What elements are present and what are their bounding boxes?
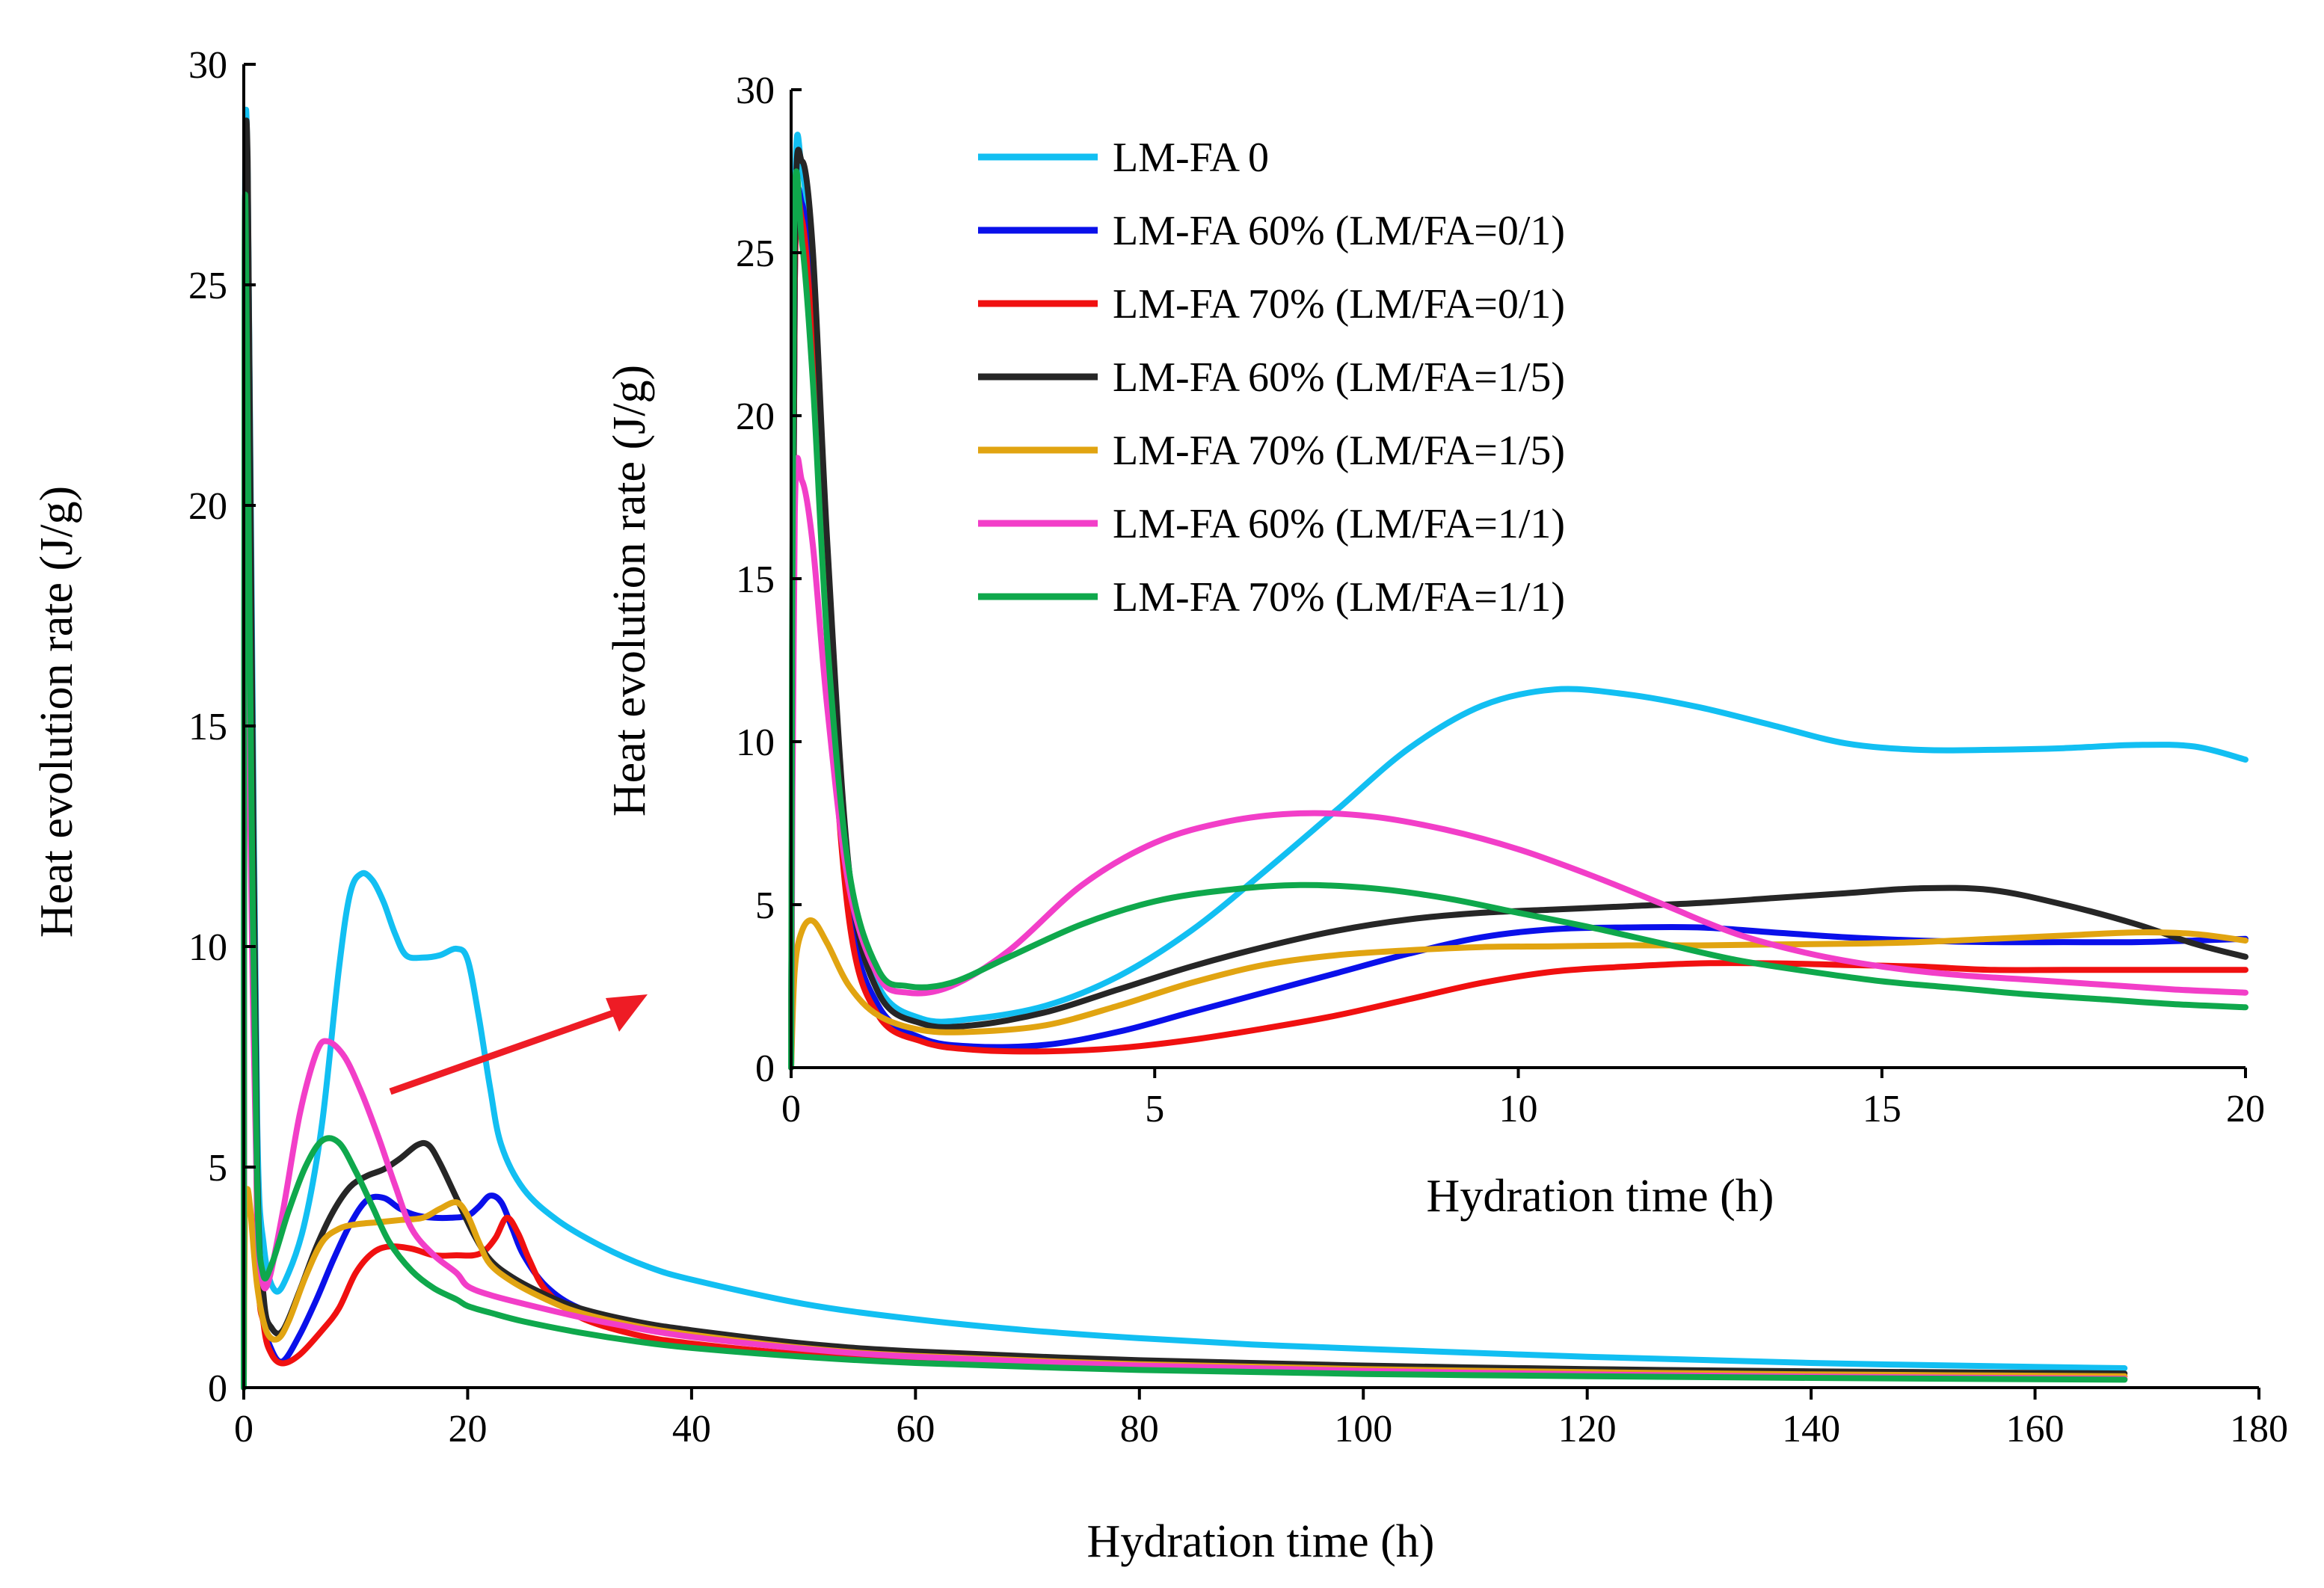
x-tick-label: 40 — [672, 1408, 711, 1450]
y-tick-label: 25 — [736, 233, 775, 275]
inset-series-line-6 — [788, 168, 2248, 1071]
y-tick-label: 5 — [208, 1147, 227, 1190]
main-y-ticks: 0 5 10 15 20 25 30 — [188, 44, 256, 1410]
inset-background — [791, 90, 2249, 1069]
x-tick-label: 5 — [1145, 1088, 1164, 1130]
x-tick-label: 0 — [781, 1088, 801, 1130]
y-tick-label: 20 — [188, 485, 227, 528]
y-tick-label: 20 — [736, 396, 775, 438]
inset-x-axis-title: Hydration time (h) — [1427, 1171, 1774, 1222]
legend-label-1: LM-FA 60% (LM/FA=0/1) — [1113, 208, 1565, 254]
y-tick-label: 0 — [755, 1047, 775, 1090]
inset-y-ticks: 0 5 10 15 20 25 30 — [736, 70, 802, 1090]
x-tick-label: 0 — [234, 1408, 253, 1450]
inset-x-ticks: 0 5 10 15 20 — [781, 1068, 2265, 1130]
inset-y-axis-title: Heat evolution rate (J/g) — [604, 365, 655, 816]
y-tick-label: 30 — [188, 44, 227, 87]
zoom-arrow — [389, 994, 648, 1095]
y-tick-label: 30 — [736, 70, 775, 112]
x-tick-label: 10 — [1499, 1088, 1538, 1130]
x-tick-label: 15 — [1863, 1088, 1902, 1130]
y-tick-label: 25 — [188, 265, 227, 307]
y-tick-label: 5 — [755, 884, 775, 927]
y-tick-label: 0 — [208, 1367, 227, 1410]
x-tick-label: 180 — [2230, 1408, 2288, 1450]
legend-label-2: LM-FA 70% (LM/FA=0/1) — [1113, 281, 1565, 327]
legend: LM-FA 0 LM-FA 60% (LM/FA=0/1) LM-FA 70% (L… — [978, 135, 1565, 621]
x-tick-label: 60 — [896, 1408, 935, 1450]
x-tick-label: 100 — [1334, 1408, 1392, 1450]
main-series-line-6 — [241, 191, 2128, 1391]
legend-label-4: LM-FA 70% (LM/FA=1/5) — [1113, 428, 1565, 474]
y-tick-label: 10 — [188, 926, 227, 969]
inset-series-group — [788, 132, 2248, 1071]
y-tick-label: 10 — [736, 721, 775, 764]
legend-label-0: LM-FA 0 — [1113, 135, 1269, 181]
inset-plot: 0 5 10 15 20 25 30 0 5 10 15 20 Hydration time (h)… — [604, 70, 2265, 1222]
x-tick-label: 160 — [2006, 1408, 2065, 1450]
legend-label-6: LM-FA 70% (LM/FA=1/1) — [1113, 574, 1565, 621]
inset-series-line-5 — [788, 455, 2248, 1071]
inset-series-line-2 — [788, 192, 2248, 1071]
main-x-ticks: 0 20 40 60 80 100 120 140 160 180 — [234, 1388, 2288, 1450]
y-tick-label: 15 — [188, 706, 227, 748]
legend-label-5: LM-FA 60% (LM/FA=1/1) — [1113, 501, 1565, 547]
y-tick-label: 15 — [736, 558, 775, 601]
legend-label-3: LM-FA 60% (LM/FA=1/5) — [1113, 354, 1565, 401]
x-tick-label: 20 — [2226, 1088, 2265, 1130]
x-tick-label: 80 — [1120, 1408, 1159, 1450]
inset-series-line-3 — [788, 147, 2248, 1071]
main-series-line-4 — [241, 1186, 2128, 1391]
main-series-group — [241, 106, 2128, 1391]
x-tick-label: 120 — [1558, 1408, 1617, 1450]
main-y-axis-title: Heat evolution rate (J/g) — [31, 486, 82, 938]
inset-series-line-4 — [788, 917, 2248, 1071]
x-tick-label: 20 — [448, 1408, 487, 1450]
x-tick-label: 140 — [1782, 1408, 1840, 1450]
main-x-axis-title: Hydration time (h) — [1087, 1516, 1435, 1567]
